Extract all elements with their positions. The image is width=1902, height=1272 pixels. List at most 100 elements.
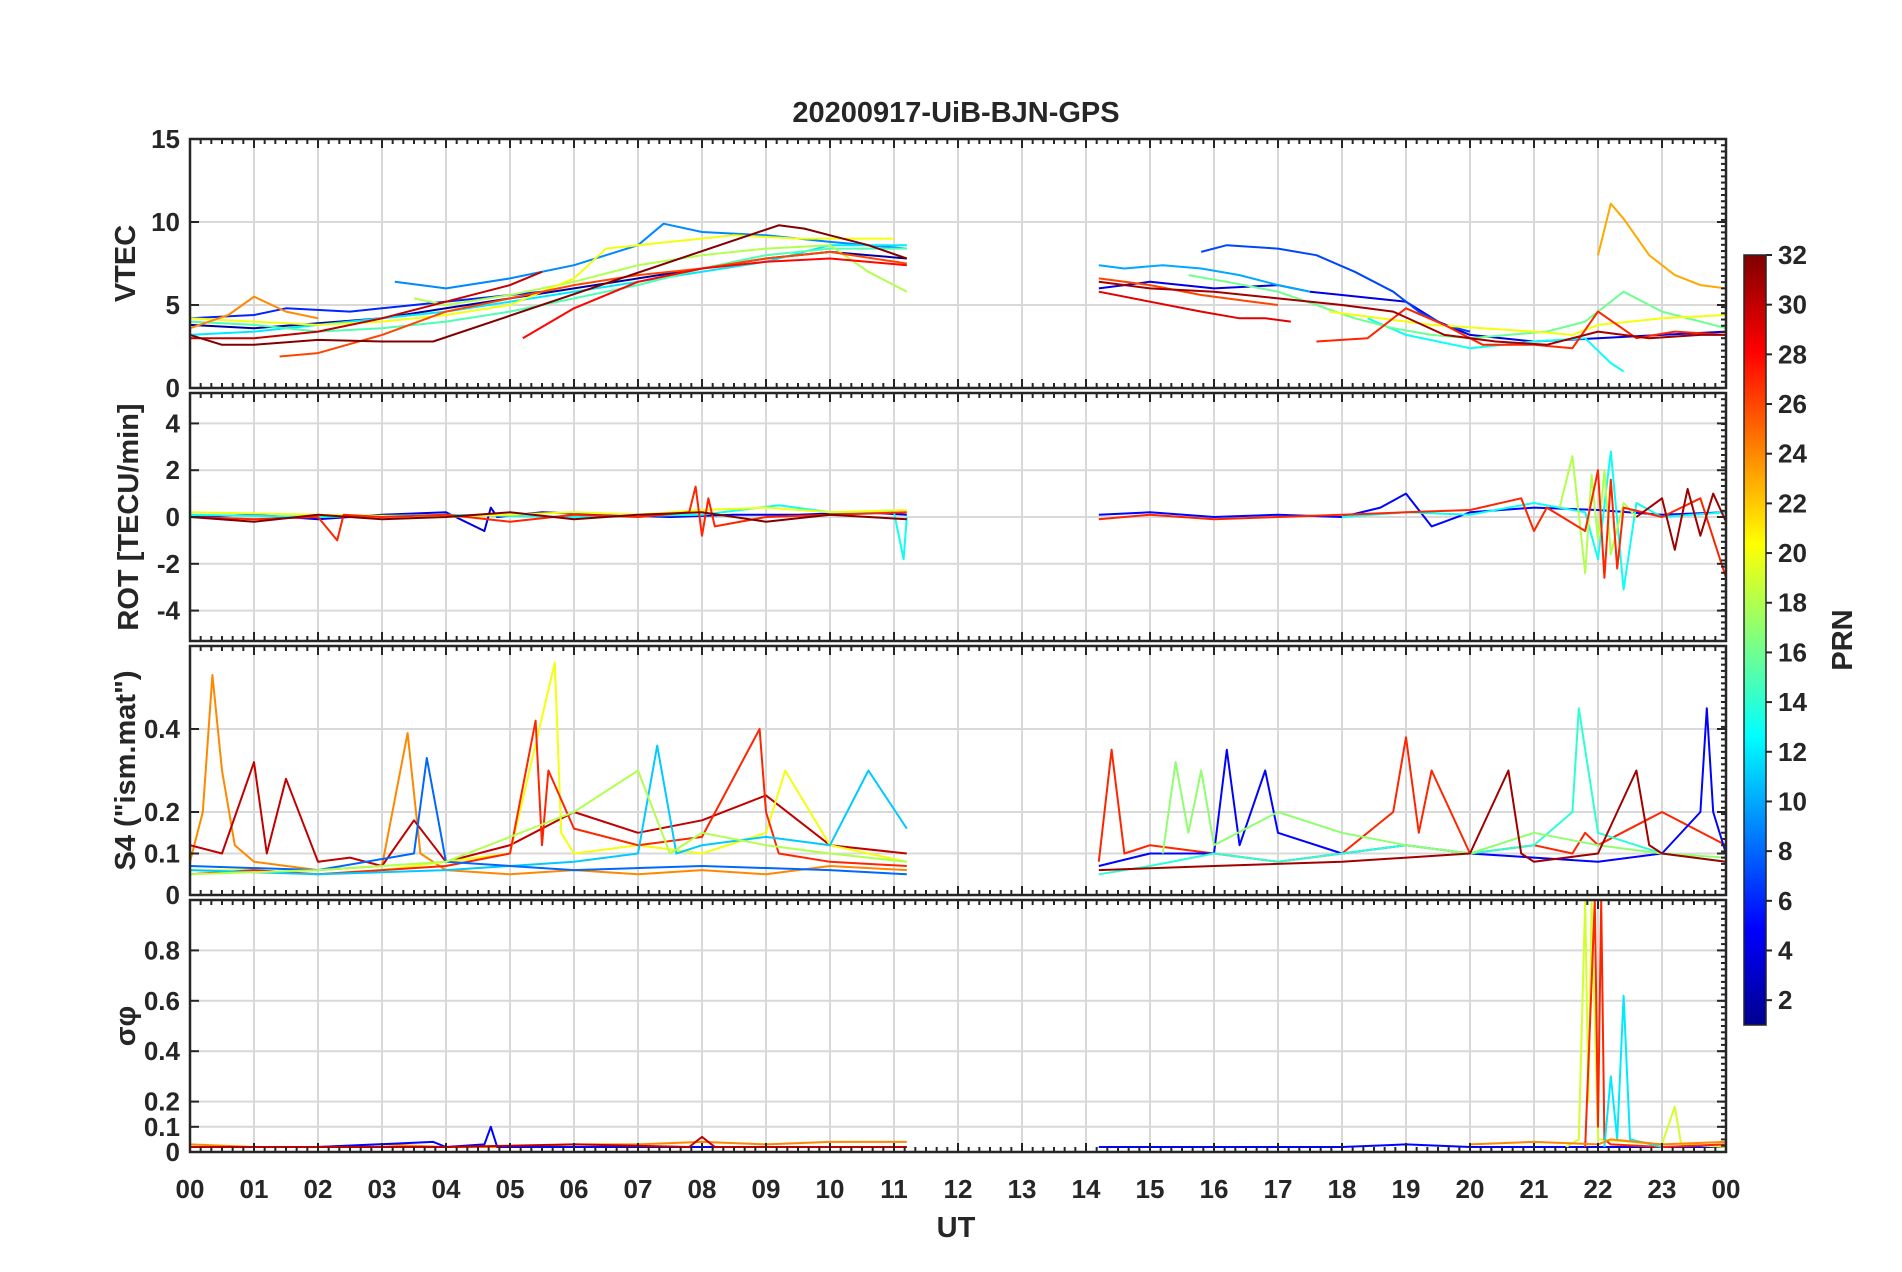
x-tick-label: 15 <box>1136 1174 1165 1204</box>
series-line-prn-32 <box>190 224 908 346</box>
series-line-prn-19 <box>1565 900 1726 1148</box>
y-tick-label: -4 <box>157 596 181 626</box>
y-axis-label: S4 ("ism.mat") <box>110 671 142 871</box>
series-line-prn-23 <box>1597 202 1726 290</box>
y-tick-label: 0.2 <box>144 1087 180 1117</box>
colorbar-tick-label: 28 <box>1778 339 1807 369</box>
series-line-prn-30 <box>190 1135 907 1148</box>
series-line-prn-20 <box>190 234 894 326</box>
x-tick-label: 08 <box>688 1174 717 1204</box>
y-tick-label: 5 <box>166 290 180 320</box>
series-line-prn-28 <box>522 257 907 340</box>
series-line-prn-10 <box>1098 264 1311 293</box>
y-tick-label: 0.1 <box>144 1112 180 1142</box>
series-line-prn-11 <box>190 744 908 876</box>
y-tick-label: 0 <box>166 1137 180 1167</box>
series-line-prn-17 <box>1161 761 1726 859</box>
colorbar-gradient <box>1743 254 1767 1026</box>
colorbar-tick-label: 6 <box>1778 886 1792 916</box>
y-tick-label: 0.4 <box>144 714 181 744</box>
panel-vtec: 0 5 10 15 VTEC <box>110 124 1728 403</box>
series-line-prn-24 <box>190 674 907 876</box>
series-line-prn-24 <box>190 295 319 330</box>
series-line-prn-31 <box>1098 769 1726 872</box>
x-tick-label: 21 <box>1520 1174 1549 1204</box>
colorbar-tick-label: 2 <box>1778 985 1792 1015</box>
x-tick-label: 01 <box>240 1174 269 1204</box>
x-tick-label: 10 <box>816 1174 845 1204</box>
colorbar-tick-label: 26 <box>1778 389 1807 419</box>
colorbar-tick-label: 22 <box>1778 488 1807 518</box>
series-line-prn-27 <box>1584 900 1726 1148</box>
y-tick-label: 0.4 <box>144 1036 181 1066</box>
series-line-prn-24 <box>1469 1138 1726 1146</box>
x-tick-label: 00 <box>176 1174 205 1204</box>
series-line-prn-30 <box>190 270 543 340</box>
x-tick-label: 16 <box>1200 1174 1229 1204</box>
y-axis-label: ROT [TECU/min] <box>113 403 145 630</box>
y-tick-label: 0.2 <box>144 797 180 827</box>
colorbar: 32 30 28 26 24 22 20 18 16 14 12 10 8 6 4 2 PRN <box>1743 240 1859 1026</box>
y-tick-label: 0 <box>166 502 180 532</box>
series-line-prn-18 <box>413 244 908 306</box>
x-axis-label: UT <box>937 1212 976 1244</box>
chart-title: 20200917-UiB-BJN-GPS <box>792 97 1119 129</box>
y-tick-label: 15 <box>151 124 180 154</box>
panel-sigma_phi: 00.10.2 0.4 0.6 0.8 σφ <box>110 898 1728 1167</box>
series-line-prn-26 <box>1098 277 1279 306</box>
series-line-prn-13 <box>1367 317 1625 373</box>
panel-s4: 0 0.1 0.2 0.4S4 ("ism.mat") <box>110 644 1728 910</box>
colorbar-tick-label: 4 <box>1778 935 1793 965</box>
series-line-prn-13 <box>1341 450 1726 591</box>
series-line-prn-31 <box>1635 487 1726 551</box>
y-tick-label: 2 <box>166 455 180 485</box>
colorbar-ticks: 32 30 28 26 24 22 20 18 16 14 12 10 8 6 4 2 <box>1766 240 1807 1015</box>
colorbar-tick-label: 24 <box>1778 439 1807 469</box>
x-tick-label: 14 <box>1072 1174 1101 1204</box>
y-axis-label: VTEC <box>110 225 142 302</box>
series-line-prn-20 <box>190 661 908 876</box>
colorbar-label: PRN <box>1827 609 1859 670</box>
series-line-prn-27 <box>1098 469 1726 579</box>
series-line-prn-18 <box>1558 455 1638 575</box>
series-line-prn-27 <box>1097 736 1726 863</box>
x-tick-label: 13 <box>1008 1174 1037 1204</box>
series-line-prn-12 <box>1603 994 1663 1148</box>
x-tick-label: 22 <box>1584 1174 1613 1204</box>
series-line-prn-18 <box>190 769 907 876</box>
x-tick-label: 20 <box>1456 1174 1485 1204</box>
y-tick-label: 0 <box>166 373 180 403</box>
y-tick-label: 0.6 <box>144 986 180 1016</box>
x-tick-labels: 00 01 02 03 04 05 06 07 08 09 10 11 12 13 14 15 16 17 18 19… <box>176 1174 1741 1204</box>
series-line-prn-30 <box>190 761 907 867</box>
x-tick-label: 11 <box>880 1174 908 1204</box>
panel-rot: -4 -2 0 2 4 ROT [TECU/min] <box>113 391 1728 643</box>
x-tick-label: 19 <box>1392 1174 1421 1204</box>
x-tick-label: 05 <box>496 1174 525 1204</box>
traces <box>190 661 1726 876</box>
series-line-prn-4 <box>190 506 907 532</box>
y-tick-label: 0.8 <box>144 935 180 965</box>
x-tick-label: 23 <box>1648 1174 1677 1204</box>
series-line-prn-20 <box>1329 310 1726 336</box>
x-tick-label: 09 <box>752 1174 781 1204</box>
colorbar-tick-label: 16 <box>1778 637 1807 667</box>
series-line-prn-5 <box>1098 492 1726 528</box>
x-tick-label: 12 <box>944 1174 973 1204</box>
y-axis-label: σφ <box>110 1006 142 1047</box>
series-line-prn-31 <box>1098 280 1726 346</box>
series-line-prn-27 <box>190 485 907 542</box>
y-tick-label: -2 <box>157 549 180 579</box>
x-tick-label: 00 <box>1712 1174 1741 1204</box>
x-tick-label: 06 <box>560 1174 589 1204</box>
colorbar-tick-label: 10 <box>1778 786 1807 816</box>
colorbar-tick-label: 32 <box>1778 240 1807 270</box>
y-tick-label: 0 <box>166 880 180 910</box>
colorbar-tick-label: 12 <box>1778 737 1807 767</box>
series-line-prn-6 <box>190 290 543 320</box>
series-line-prn-12 <box>190 244 907 336</box>
x-tick-label: 04 <box>432 1174 461 1204</box>
y-tick-label: 0.1 <box>144 839 180 869</box>
series-line-prn-27 <box>190 719 907 876</box>
